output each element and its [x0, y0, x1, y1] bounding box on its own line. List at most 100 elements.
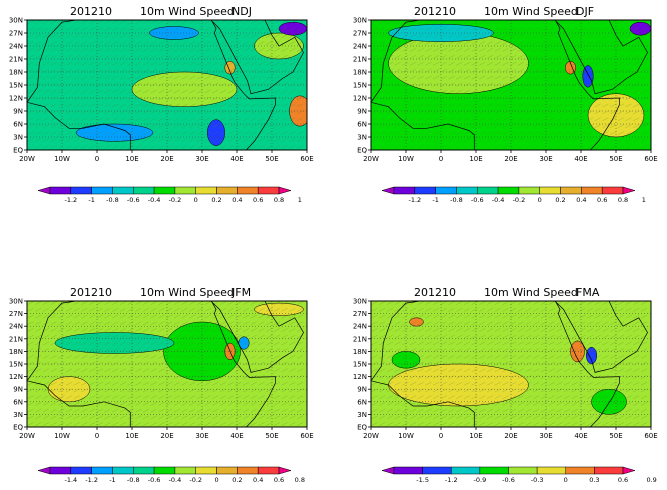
panel-title-part-0: 201210	[70, 286, 112, 299]
colorbar-swatch	[422, 466, 452, 475]
y-tick-label: 21N	[353, 56, 367, 64]
grid-lines	[27, 20, 307, 150]
colorbar-label: -0.8	[450, 196, 463, 204]
wind-vectors	[371, 301, 648, 426]
x-tick-label: 20W	[19, 155, 35, 163]
grid-lines	[27, 301, 307, 427]
colorbar-swatch	[393, 466, 423, 475]
colorbar-label: -1	[109, 476, 115, 484]
colorbar-swatch	[477, 186, 499, 195]
grid-lines	[371, 20, 651, 150]
colorbar-label: -0.3	[531, 476, 544, 484]
coastline-gulf-of-guinea	[371, 101, 475, 150]
y-tick-label: EQ	[13, 424, 23, 432]
colorbar-swatch	[497, 186, 520, 195]
x-tick-label: 50E	[609, 432, 622, 440]
y-tick-label: 12N	[353, 95, 367, 103]
y-tick-label: 6N	[357, 121, 367, 129]
colorbar-label: -1.2	[64, 196, 77, 204]
colorbar-swatch	[91, 186, 113, 195]
x-tick-label: 0	[439, 432, 443, 440]
x-tick-label: 10E	[469, 155, 482, 163]
colorbar-label: -0.6	[127, 196, 140, 204]
colorbar-swatch	[195, 466, 217, 475]
y-tick-label: 3N	[13, 411, 23, 419]
colorbar-swatch	[195, 186, 217, 195]
y-tick-label: 24N	[9, 43, 23, 51]
colorbar-swatch	[49, 466, 72, 475]
colorbar-swatch	[518, 186, 540, 195]
colorbar-label: -0.2	[169, 196, 182, 204]
x-tick-label: 30E	[195, 432, 208, 440]
colorbar-swatch	[451, 466, 481, 475]
coastline	[371, 301, 620, 427]
y-tick-label: 27N	[9, 310, 23, 318]
y-tick-label: 30N	[9, 17, 23, 25]
x-tick-label: 20W	[363, 432, 379, 440]
anomaly-patch-3	[586, 346, 597, 365]
colorbar-label: 0.8	[295, 476, 305, 484]
panel-title-part-2: DJF	[576, 5, 594, 18]
anomaly-patch-5	[629, 21, 651, 36]
colorbar-swatch	[508, 466, 538, 475]
panel-title-part-1: 10m Wind Speed	[484, 5, 578, 18]
y-tick-label: 27N	[9, 30, 23, 38]
coastline	[27, 20, 276, 150]
x-tick-label: 10E	[125, 432, 138, 440]
y-tick-label: 3N	[357, 134, 367, 142]
colorbar-label: -0.8	[127, 476, 140, 484]
colorbar-label: 0.8	[618, 196, 628, 204]
colorbar-swatch	[414, 186, 436, 195]
colorbar-swatch	[237, 466, 259, 475]
x-tick-label: 40E	[574, 432, 587, 440]
y-tick-label: 24N	[9, 323, 23, 331]
x-tick-label: 50E	[265, 432, 278, 440]
x-tick-label: 20E	[504, 155, 517, 163]
colorbar-swatch	[565, 466, 595, 475]
colorbar-swatch	[70, 186, 92, 195]
anomaly-patch-6	[289, 95, 307, 127]
anomaly-field	[371, 301, 651, 427]
colorbar-swatch	[257, 186, 280, 195]
colorbar-swatch	[70, 466, 92, 475]
x-tick-label: 60E	[644, 432, 657, 440]
colorbar-label: 0.3	[589, 476, 599, 484]
anomaly-patch-0	[388, 363, 529, 407]
colorbar-label: 1	[298, 196, 302, 204]
colorbar-label: 0	[214, 476, 218, 484]
y-tick-label: 12N	[9, 95, 23, 103]
y-tick-label: EQ	[357, 424, 367, 432]
y-tick-label: EQ	[357, 147, 367, 155]
colorbar-label: -1.2	[445, 476, 458, 484]
x-tick-label: 30E	[195, 155, 208, 163]
colorbar-swatch	[112, 466, 134, 475]
colorbar-label: -1	[432, 196, 438, 204]
x-tick-label: 40E	[574, 155, 587, 163]
coastline	[27, 301, 276, 427]
colorbar-swatch	[257, 466, 280, 475]
colorbar-label: -1	[88, 196, 94, 204]
colorbar-swatch	[560, 186, 582, 195]
colorbar-label: 0.9	[646, 476, 656, 484]
colorbar-label: -1.2	[408, 196, 421, 204]
x-tick-label: 0	[95, 155, 99, 163]
x-tick-label: 10W	[398, 155, 414, 163]
x-tick-label: 20E	[160, 432, 173, 440]
anomaly-patch-1	[391, 351, 421, 369]
colorbar-swatch	[153, 186, 176, 195]
colorbar-label: -0.6	[148, 476, 161, 484]
colorbar-label: -0.8	[106, 196, 119, 204]
x-tick-label: 20W	[363, 155, 379, 163]
y-tick-label: 6N	[13, 398, 23, 406]
panel-title-part-1: 10m Wind Speed	[140, 286, 234, 299]
colorbar-swatch	[112, 186, 134, 195]
wind-vectors	[27, 20, 304, 149]
anomaly-patch-0	[131, 71, 238, 107]
colorbar-min-arrow	[381, 186, 395, 195]
x-tick-label: 60E	[300, 432, 313, 440]
anomaly-patch-4	[409, 317, 424, 327]
colorbar-label: 0	[564, 476, 568, 484]
colorbar-swatch	[479, 466, 509, 475]
y-tick-label: 18N	[353, 69, 367, 77]
